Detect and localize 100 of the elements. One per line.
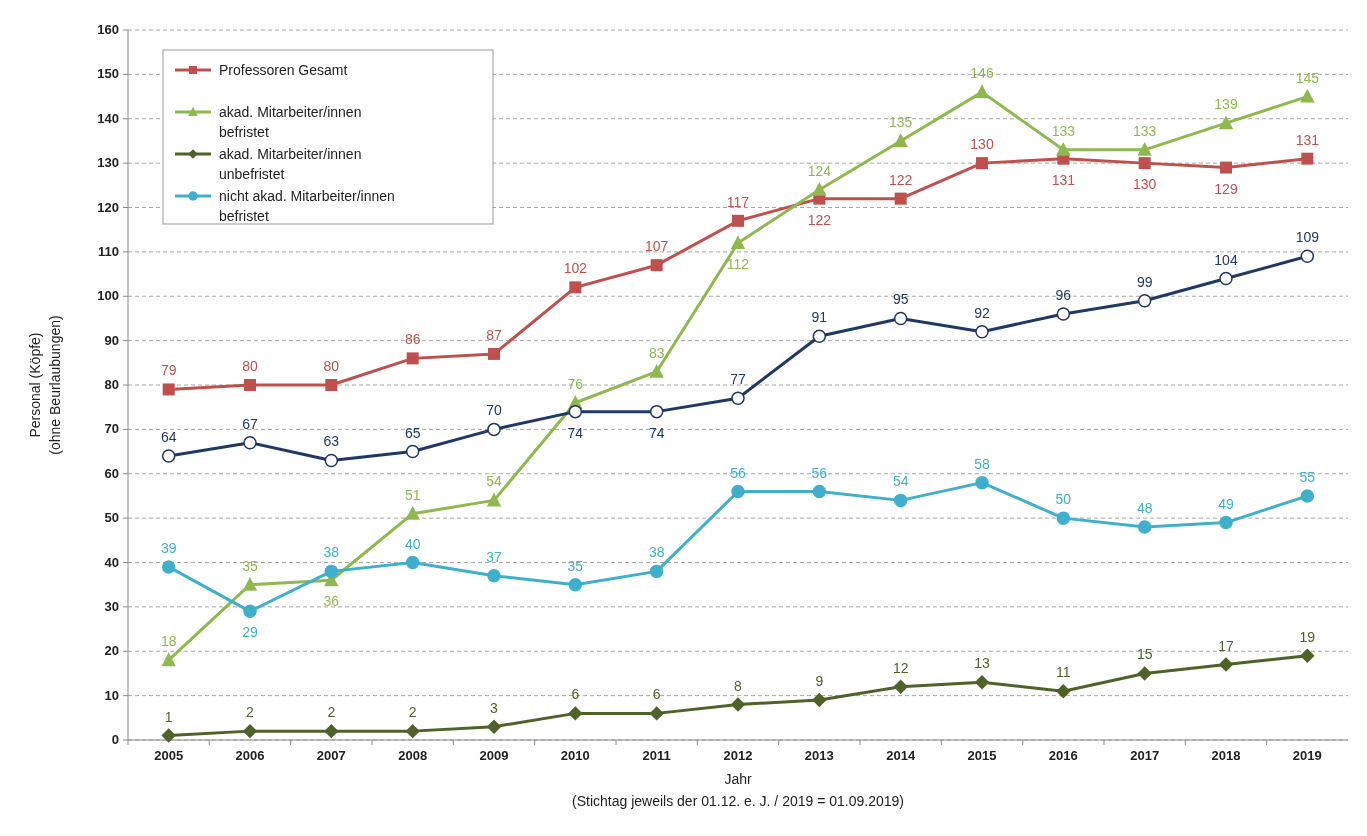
data-label: 17 [1218, 637, 1234, 654]
x-tick-label: 2018 [1211, 748, 1241, 763]
point [730, 235, 746, 249]
data-label: 70 [486, 402, 502, 419]
point [975, 325, 989, 339]
point [732, 214, 744, 227]
point [242, 723, 258, 739]
data-label: 146 [970, 65, 994, 82]
x-tick-label: 2011 [642, 748, 671, 763]
data-label: 83 [648, 344, 665, 361]
point [161, 728, 176, 743]
point [1137, 666, 1152, 681]
data-label: 76 [567, 375, 584, 392]
data-label: 6 [652, 686, 661, 703]
point [568, 577, 583, 592]
x-tick-label: 2006 [235, 748, 265, 763]
x-tick-label: 2013 [804, 748, 834, 763]
point [1300, 489, 1315, 503]
data-label: 58 [974, 455, 990, 472]
data-label: 37 [486, 548, 502, 565]
x-tick-label: 2015 [967, 748, 997, 763]
point [243, 604, 257, 619]
y-tick-label: 120 [97, 199, 119, 215]
x-tick-label: 2017 [1130, 748, 1160, 763]
point [324, 453, 339, 468]
y-tick-label: 0 [111, 732, 119, 747]
point [1219, 271, 1233, 286]
data-label: 2 [408, 704, 417, 721]
data-label: 99 [1136, 273, 1153, 290]
point [893, 679, 908, 694]
x-tick-label: 2019 [1292, 748, 1322, 763]
point [893, 311, 908, 326]
data-label: 95 [892, 291, 909, 308]
point [1219, 515, 1233, 530]
y-tick-label: 140 [97, 110, 119, 126]
data-label: 11 [1056, 664, 1071, 681]
text: (Stichtag jeweils der 01.12. e. J. / 2019 = 01.09.2019) [572, 793, 904, 809]
point [324, 564, 339, 579]
data-label: 67 [242, 415, 258, 432]
data-label: 39 [160, 539, 177, 556]
data-label: 50 [1055, 491, 1072, 508]
point [1300, 648, 1315, 663]
point [731, 484, 745, 499]
data-label: 74 [567, 424, 584, 441]
point [812, 692, 827, 708]
data-label: 56 [811, 464, 828, 481]
data-label: 3 [490, 699, 499, 716]
y-tick-label: 50 [104, 510, 119, 526]
point [1137, 293, 1152, 308]
data-label: 19 [1299, 628, 1316, 645]
data-label: 51 [404, 486, 421, 503]
data-label: 13 [974, 655, 990, 672]
data-label: 122 [888, 171, 913, 188]
point [1056, 142, 1071, 156]
point [1220, 161, 1232, 174]
data-label: 104 [1214, 251, 1238, 268]
y-tick-label: 130 [97, 155, 119, 171]
point [1218, 657, 1234, 672]
data-label: 6 [571, 686, 580, 703]
data-label: 131 [1051, 171, 1076, 188]
x-tick-label: 2005 [154, 748, 184, 763]
point [1137, 142, 1152, 156]
data-label: 15 [1136, 646, 1153, 663]
x-axis-title: Jahr [724, 771, 752, 787]
point [975, 475, 989, 490]
point [1301, 152, 1314, 165]
point [405, 444, 420, 459]
point [486, 719, 502, 734]
y-tick-label: 70 [104, 421, 119, 437]
data-label: 2 [246, 704, 255, 721]
point [405, 505, 420, 520]
point [487, 569, 501, 583]
point [162, 383, 175, 396]
y-tick-label: 110 [98, 243, 119, 259]
point [405, 555, 420, 570]
point [649, 404, 664, 419]
data-label: 64 [160, 429, 177, 445]
point [1137, 520, 1152, 534]
point [1138, 157, 1151, 170]
data-label: 35 [242, 557, 258, 574]
data-label: 18 [160, 633, 177, 650]
data-label: 135 [888, 113, 913, 130]
point [812, 484, 827, 499]
data-label: 36 [323, 593, 340, 610]
y-tick-label: 100 [97, 288, 119, 304]
data-label: 80 [323, 358, 340, 374]
data-label: 55 [1299, 468, 1316, 485]
point [568, 706, 583, 721]
point [324, 723, 339, 739]
y-tick-label: 40 [104, 554, 119, 570]
point [486, 492, 502, 507]
point [974, 675, 990, 690]
point [161, 560, 176, 574]
data-label: 38 [323, 544, 340, 561]
point [650, 259, 663, 272]
point [730, 697, 746, 712]
point [161, 652, 176, 667]
y-tick-label: 90 [104, 332, 119, 348]
x-tick-label: 2007 [316, 748, 346, 763]
data-label: 86 [404, 331, 421, 348]
